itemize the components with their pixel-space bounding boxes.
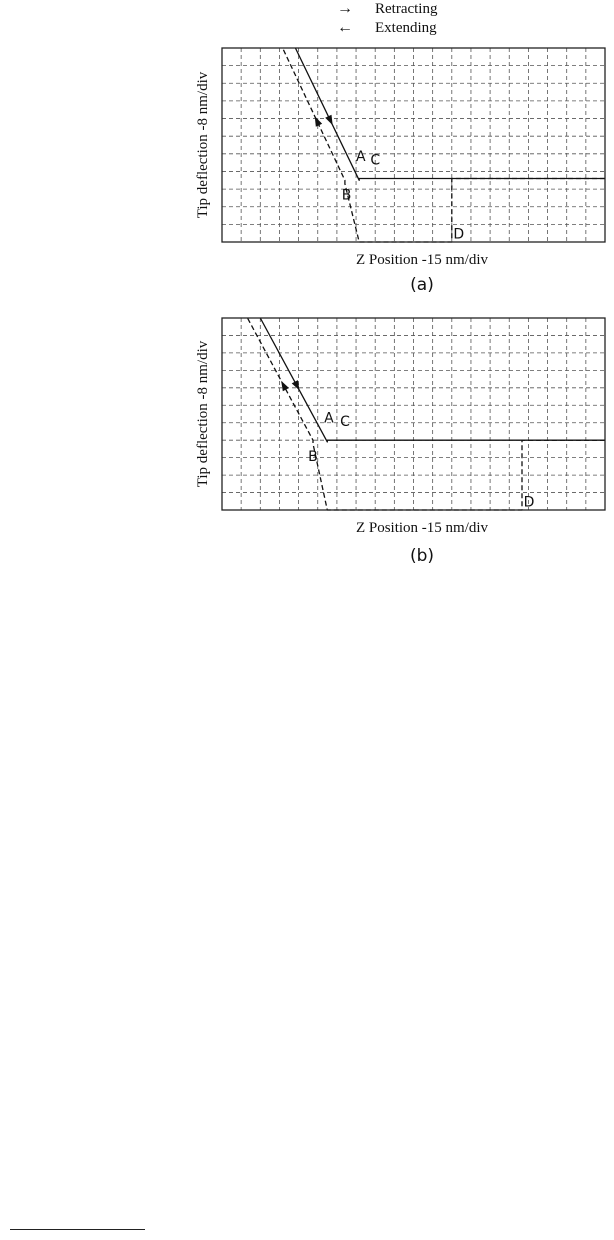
- grid-a: [222, 48, 605, 242]
- annotation-d: D: [524, 495, 535, 511]
- panel-label-a: (a): [410, 275, 434, 295]
- legend-extending-arrow: ←: [337, 19, 353, 36]
- chart-panel-b: A B C D Tip deflection -8 nm/div Z Position…: [195, 317, 606, 566]
- y-axis-label-b: Tip deflection -8 nm/div: [195, 340, 211, 487]
- series-line-retracting: [259, 317, 605, 443]
- annotation-a: A: [356, 149, 366, 165]
- plot-frame-a: [221, 47, 606, 243]
- series-line-extending: [246, 317, 605, 511]
- annotation-c: C: [370, 152, 380, 168]
- series-layer-a: [282, 47, 605, 243]
- panel-label-b: (b): [410, 546, 434, 566]
- footnote-rule: [10, 1229, 145, 1230]
- annotation-c: C: [340, 414, 350, 430]
- annotations-b: A B C D: [308, 411, 534, 511]
- series-line-extending: [282, 47, 605, 243]
- annotations-a: A B C D: [342, 149, 464, 243]
- legend-retracting-label: Retracting: [375, 1, 438, 17]
- series-line-retracting: [294, 47, 605, 181]
- annotation-d: D: [453, 226, 464, 242]
- afm-force-curve-figure: → Retracting ← Extending A B C D Tip deflec…: [195, 0, 606, 566]
- y-axis-label-a: Tip deflection -8 nm/div: [195, 71, 211, 218]
- grid-b: [222, 318, 605, 510]
- direction-arrow-retracting: [325, 114, 333, 126]
- legend-extending-label: Extending: [375, 20, 437, 36]
- legend-retracting-arrow: →: [337, 0, 353, 17]
- series-layer-b: [246, 317, 605, 511]
- direction-arrow-extending: [314, 116, 323, 127]
- x-axis-label-b: Z Position -15 nm/div: [356, 520, 489, 536]
- annotation-b: B: [308, 449, 318, 465]
- direction-arrow-extending: [281, 380, 289, 392]
- direction-arrow-retracting: [291, 380, 300, 391]
- x-axis-label-a: Z Position -15 nm/div: [356, 252, 489, 268]
- annotation-b: B: [342, 188, 352, 204]
- chart-panel-a: A B C D Tip deflection -8 nm/div Z Position…: [195, 47, 606, 295]
- legend: → Retracting ← Extending: [337, 0, 438, 36]
- annotation-a: A: [324, 411, 334, 427]
- plot-frame-b: [221, 317, 606, 511]
